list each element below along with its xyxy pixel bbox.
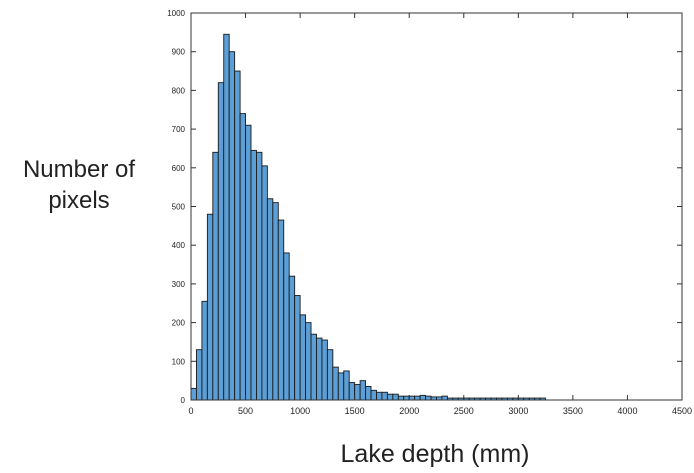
histogram-bar bbox=[337, 372, 345, 401]
x-tick-label: 4000 bbox=[617, 406, 637, 416]
histogram-bar bbox=[217, 82, 225, 401]
histogram-bar bbox=[201, 300, 208, 401]
x-tick-label: 500 bbox=[238, 406, 253, 416]
y-tick-label: 200 bbox=[172, 319, 186, 328]
histogram-bar bbox=[359, 380, 367, 401]
histogram-bar bbox=[206, 213, 214, 401]
histogram-bar bbox=[266, 198, 274, 401]
histogram-bar bbox=[250, 149, 257, 401]
histogram-bar bbox=[348, 382, 356, 401]
histogram-bar bbox=[386, 393, 394, 401]
histogram-bar bbox=[299, 314, 307, 401]
y-tick-label: 500 bbox=[172, 203, 186, 212]
histogram-bar bbox=[419, 394, 427, 401]
x-tick-label: 2000 bbox=[399, 406, 419, 416]
histogram-bar bbox=[316, 337, 323, 401]
histogram-bar bbox=[272, 202, 279, 401]
y-axis-label-line-2: pixels bbox=[48, 187, 110, 214]
x-tick-label: 4500 bbox=[672, 406, 692, 416]
x-axis-label: Lake depth (mm) bbox=[340, 440, 530, 468]
histogram-bar bbox=[425, 395, 432, 401]
y-axis-label-line-1: Number of bbox=[22, 156, 136, 183]
x-tick-label: 0 bbox=[188, 406, 193, 416]
histogram-bar bbox=[196, 349, 203, 401]
y-tick-label: 600 bbox=[172, 164, 186, 173]
histogram-bar bbox=[403, 395, 410, 401]
y-tick-label: 800 bbox=[172, 86, 186, 95]
histogram-bar bbox=[397, 395, 405, 401]
x-tick-label: 2500 bbox=[454, 406, 474, 416]
histogram-bar bbox=[408, 395, 416, 401]
histogram-bar bbox=[441, 395, 448, 401]
histogram-bar bbox=[283, 252, 290, 401]
histogram-bar bbox=[245, 124, 252, 401]
histogram-bar bbox=[288, 275, 296, 401]
y-tick-label: 700 bbox=[172, 125, 186, 134]
histogram-bar bbox=[332, 366, 339, 401]
histogram-bar bbox=[305, 322, 312, 401]
histogram-bar bbox=[365, 386, 372, 401]
x-tick-label: 1000 bbox=[290, 406, 310, 416]
histogram-bar bbox=[234, 70, 241, 401]
histogram-bar bbox=[321, 339, 328, 401]
y-tick-label: 100 bbox=[172, 357, 186, 366]
histogram-bar bbox=[294, 295, 301, 401]
x-tick-label: 1500 bbox=[345, 406, 365, 416]
histogram-bar bbox=[381, 391, 388, 401]
histogram-bar bbox=[228, 51, 236, 401]
y-tick-label: 300 bbox=[172, 280, 186, 289]
histogram-bar bbox=[277, 219, 285, 401]
histogram-bar bbox=[354, 384, 361, 401]
histogram-bar bbox=[223, 33, 230, 401]
histogram-bar bbox=[261, 165, 268, 401]
histogram-bar bbox=[343, 370, 350, 401]
x-tick-label: 3000 bbox=[508, 406, 528, 416]
histogram-bar bbox=[376, 391, 383, 401]
histogram-bar bbox=[326, 349, 334, 401]
y-tick-label: 400 bbox=[172, 241, 186, 250]
histogram-bar bbox=[414, 395, 421, 401]
y-tick-label: 900 bbox=[172, 48, 186, 57]
y-tick-label: 1000 bbox=[167, 9, 185, 18]
x-tick-label: 3500 bbox=[563, 406, 583, 416]
histogram-bar bbox=[212, 151, 219, 401]
histogram-bar bbox=[190, 387, 197, 401]
histogram-bar bbox=[392, 393, 399, 401]
histogram-bar bbox=[256, 151, 263, 401]
histogram-bar bbox=[239, 113, 247, 401]
y-tick-label: 0 bbox=[181, 396, 186, 405]
histogram-bar bbox=[370, 389, 377, 401]
histogram-bar bbox=[310, 333, 317, 401]
